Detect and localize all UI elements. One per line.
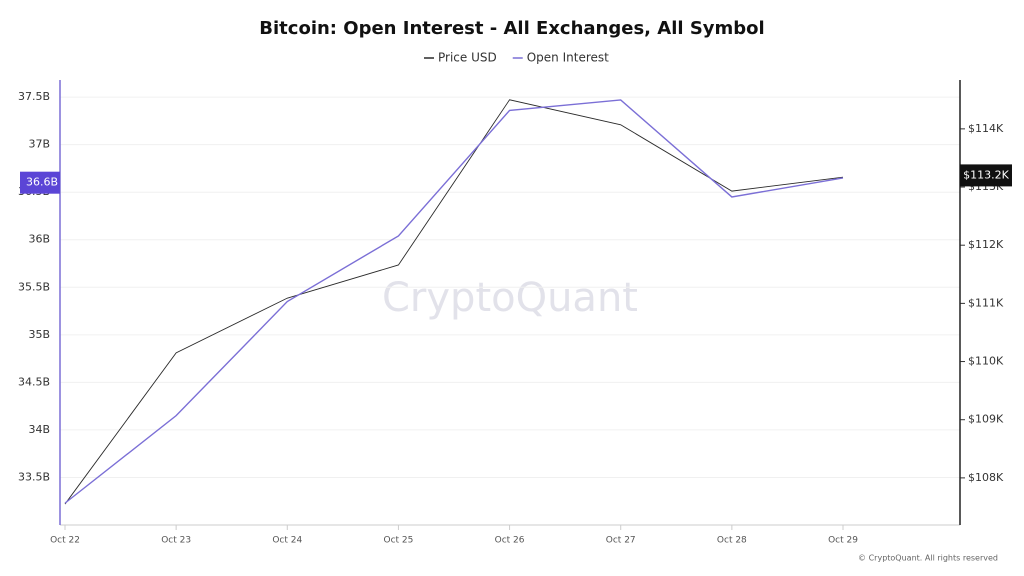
series-line bbox=[64, 99, 844, 504]
x-tick-label: Oct 28 bbox=[717, 536, 747, 546]
y-tick-label: 37B bbox=[28, 138, 50, 151]
footer: © CryptoQuant. All rights reserved bbox=[858, 554, 998, 563]
y-tick-label: 37.5B bbox=[18, 90, 50, 103]
x-tick-label: Oct 26 bbox=[495, 536, 525, 546]
crosshair-label-bg bbox=[960, 164, 1012, 187]
x-tick-label: Oct 23 bbox=[161, 536, 191, 546]
y-tick-label: 34B bbox=[28, 423, 50, 436]
legend-label: Price USD bbox=[438, 51, 497, 65]
x-tick-label: Oct 29 bbox=[828, 536, 858, 546]
watermark: CryptoQuant bbox=[382, 275, 638, 321]
y-tick-label: 36B bbox=[28, 233, 50, 246]
crosshair-label: 36.6B bbox=[26, 176, 58, 189]
y2-tick-label: $108K bbox=[968, 471, 1004, 484]
chart-title: Bitcoin: Open Interest - All Exchanges, … bbox=[259, 18, 764, 39]
y-tick-label: 33.5B bbox=[18, 470, 50, 483]
y2-tick-label: $109K bbox=[968, 413, 1004, 426]
legend-label: Open Interest bbox=[527, 51, 609, 65]
x-tick-label: Oct 24 bbox=[272, 536, 302, 546]
y2-tick-label: $112K bbox=[968, 238, 1004, 251]
y-tick-label: 35B bbox=[28, 328, 50, 341]
x-tick-label: Oct 25 bbox=[383, 536, 413, 546]
y2-tick-label: $111K bbox=[968, 296, 1004, 309]
x-tick-label: Oct 27 bbox=[606, 536, 636, 546]
y-tick-label: 34.5B bbox=[18, 375, 50, 388]
crosshair-label: $113.2K bbox=[963, 168, 1009, 181]
y-tick-label: 35.5B bbox=[18, 280, 50, 293]
y2-tick-label: $110K bbox=[968, 355, 1004, 368]
y2-tick-label: $114K bbox=[968, 122, 1004, 135]
x-tick-label: Oct 22 bbox=[50, 536, 80, 546]
crosshair-label-bg bbox=[20, 171, 60, 194]
